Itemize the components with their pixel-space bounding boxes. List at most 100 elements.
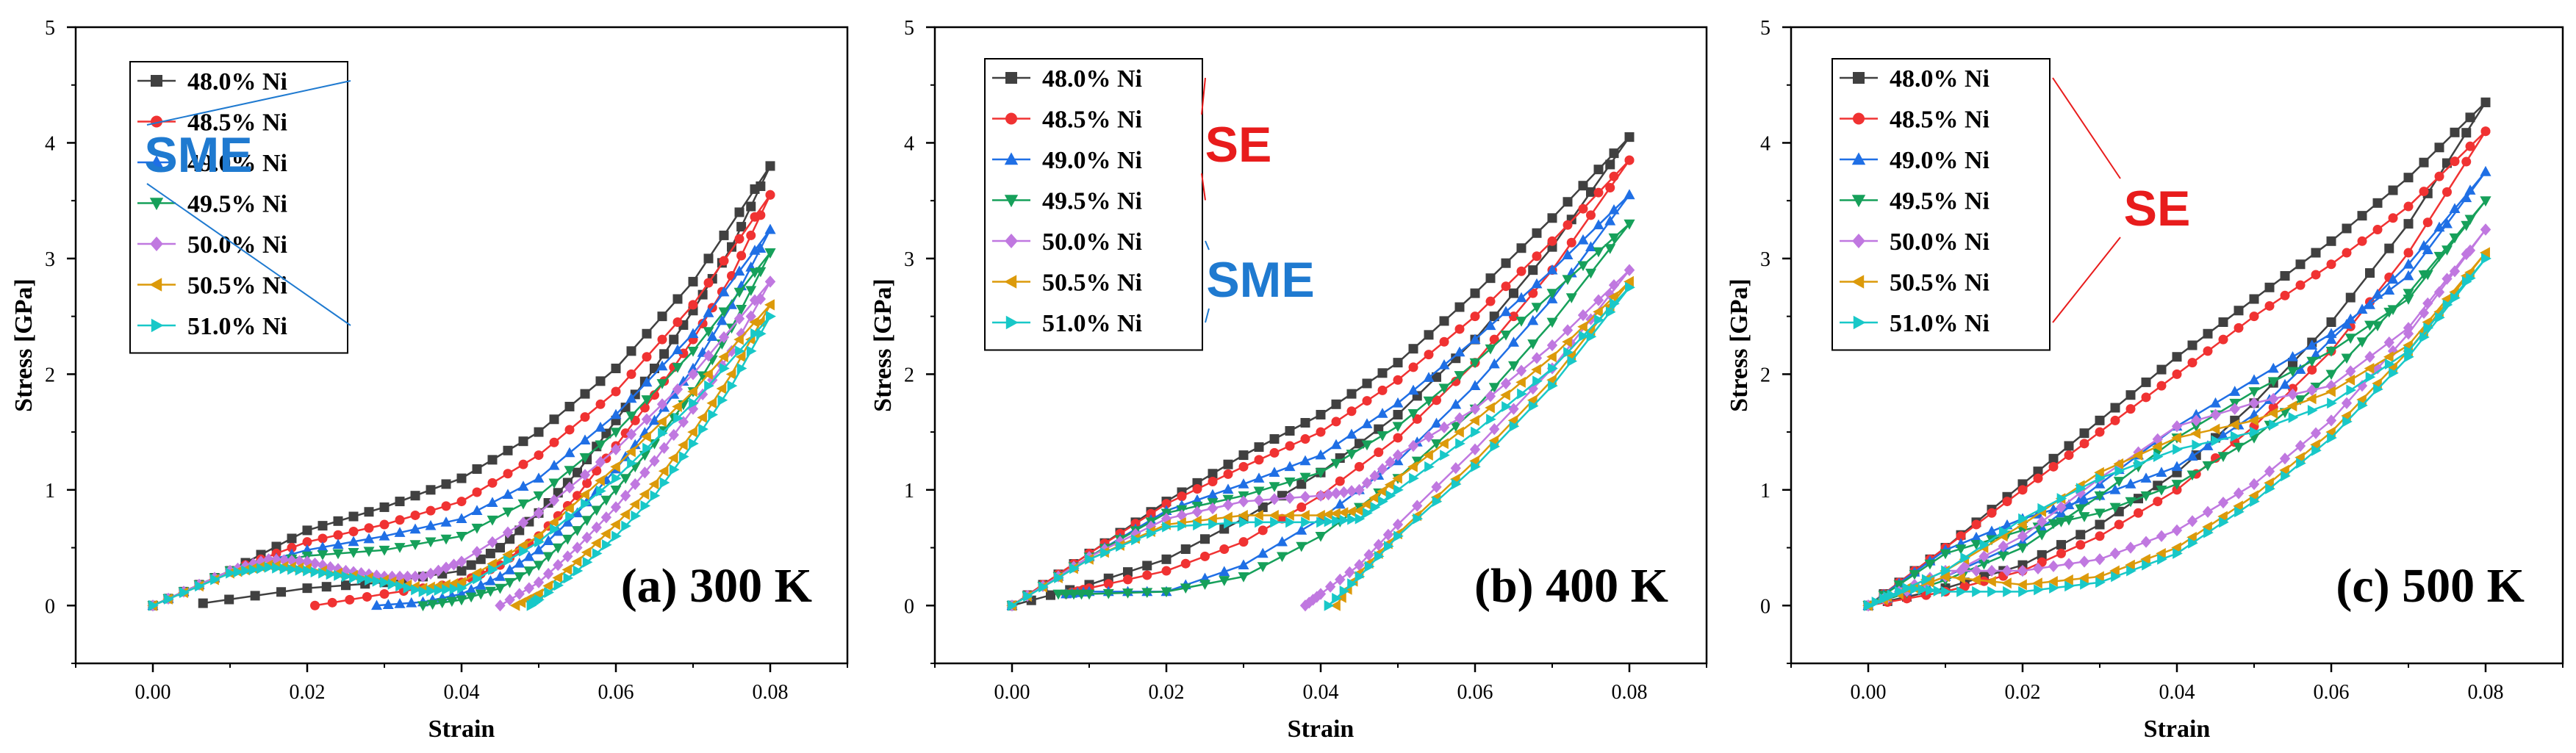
legend-label: 48.5% Ni [1890, 107, 1990, 134]
data-point [1608, 233, 1620, 244]
data-point [1431, 439, 1442, 450]
annotation-pointer [1201, 77, 1206, 115]
data-point [746, 201, 756, 212]
data-point [1238, 559, 1249, 570]
x-tick-label: 0.08 [1612, 681, 1648, 704]
data-point [279, 563, 290, 574]
data-point [703, 350, 714, 362]
data-point [716, 314, 728, 325]
data-point [1330, 439, 1342, 450]
data-point [2403, 289, 2414, 299]
data-point [472, 464, 482, 474]
data-point [317, 541, 329, 552]
data-point [2464, 184, 2476, 195]
data-point [465, 592, 477, 603]
data-point [641, 395, 653, 406]
data-point [735, 351, 746, 363]
data-point [656, 379, 668, 389]
data-point [650, 490, 661, 502]
data-point [1450, 398, 1462, 409]
legend-label: 49.0% Ni [1042, 147, 1142, 174]
data-point [332, 538, 344, 549]
data-point [642, 328, 652, 339]
data-point [703, 278, 714, 288]
data-point [1315, 449, 1327, 460]
data-point [2450, 292, 2461, 303]
data-point [2113, 477, 2125, 487]
data-point [1624, 264, 1635, 276]
data-point [364, 523, 374, 533]
data-point [345, 594, 355, 605]
data-point [1471, 426, 1481, 438]
data-point [2422, 297, 2433, 310]
data-point [340, 564, 351, 577]
data-point [2001, 564, 2013, 577]
data-point [2364, 299, 2375, 309]
data-point [1605, 182, 1615, 192]
data-point [1565, 267, 1577, 278]
data-point [294, 555, 305, 567]
legend-marker [1005, 234, 1018, 248]
data-point [2306, 393, 2317, 405]
data-point [2203, 346, 2213, 356]
data-point [2186, 450, 2198, 461]
data-point [2017, 543, 2028, 554]
data-point [625, 411, 637, 422]
data-point [495, 543, 505, 553]
legend-marker [149, 198, 164, 211]
data-point [248, 558, 259, 570]
data-point [302, 537, 312, 547]
data-point [1238, 478, 1249, 489]
data-point [2423, 322, 2434, 334]
data-point [2203, 527, 2214, 538]
data-point [2480, 166, 2491, 176]
data-point [1586, 331, 1597, 342]
data-point [240, 560, 251, 572]
data-point [2171, 461, 2183, 472]
data-point [581, 531, 592, 544]
data-point [656, 398, 668, 411]
data-point [1933, 585, 1944, 597]
data-point [1960, 552, 1971, 563]
data-point [1407, 461, 1418, 472]
data-point [2234, 323, 2244, 333]
data-point [301, 555, 313, 568]
data-point [2125, 478, 2136, 489]
data-point [363, 568, 375, 580]
data-point [1978, 550, 1990, 563]
data-point [2465, 141, 2475, 151]
data-point [1941, 586, 1951, 597]
data-point [2372, 288, 2383, 299]
legend: 48.0% Ni 48.5% Ni 49.0% Ni 49.5% Ni 50.0% Ni… [984, 58, 1203, 351]
data-point [1385, 490, 1396, 502]
data-point [2341, 353, 2353, 364]
data-point [1998, 540, 2009, 552]
data-point [504, 577, 516, 588]
data-point [1940, 549, 1951, 560]
data-point [2217, 497, 2229, 509]
data-point [1285, 516, 1296, 528]
data-point [734, 234, 745, 244]
data-point [2306, 383, 2317, 397]
legend-label: 50.0% Ni [187, 231, 287, 259]
data-point [2049, 582, 2059, 594]
data-point [1238, 461, 1249, 472]
data-point [495, 583, 506, 594]
data-point [440, 516, 452, 527]
series-510-ni [1008, 281, 1635, 611]
legend-label: 50.0% Ni [1890, 228, 1990, 256]
legend-label: 48.0% Ni [1890, 65, 1990, 93]
data-point [2229, 386, 2241, 396]
data-point [1501, 281, 1511, 292]
data-point [1608, 291, 1618, 303]
data-point [434, 585, 445, 596]
data-point [2157, 553, 2167, 565]
data-point [735, 345, 745, 357]
data-point [387, 578, 398, 590]
data-point [1257, 562, 1269, 572]
data-point [2229, 403, 2240, 415]
data-point [1353, 505, 1364, 516]
data-point [2295, 395, 2306, 406]
data-point [733, 265, 745, 276]
data-point [1608, 278, 1620, 292]
